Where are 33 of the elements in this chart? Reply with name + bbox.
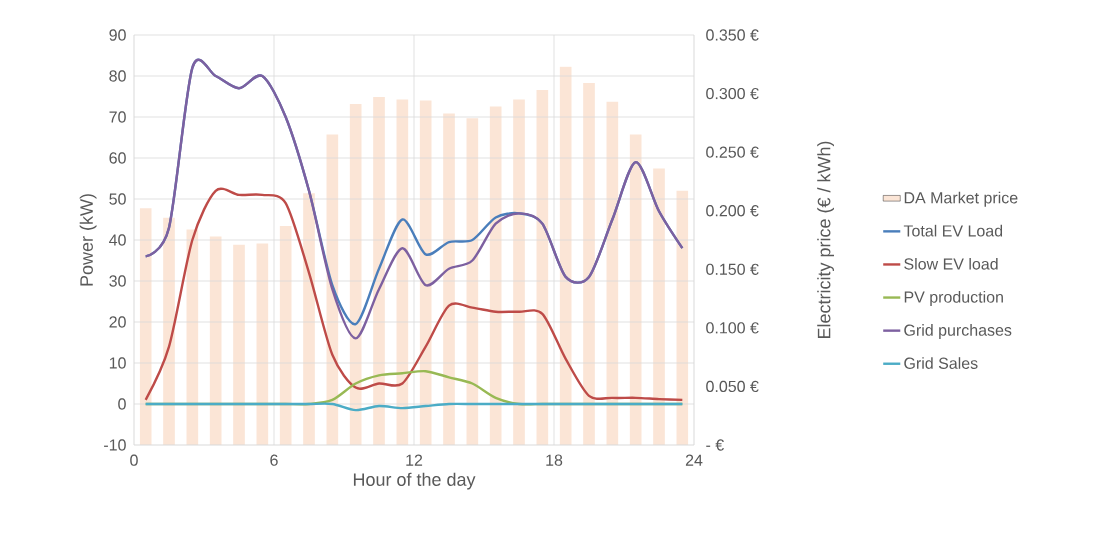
y2-tick-label: 0.050 € — [706, 380, 759, 393]
y2-tick-label: 0.350 € — [706, 29, 759, 41]
y-tick-label: 30 — [109, 275, 126, 287]
legend-label: DA Market price — [904, 191, 1018, 207]
y-tick-label: -10 — [104, 439, 126, 451]
legend-label: Grid purchases — [904, 324, 1012, 340]
y2-tick-label: - € — [706, 439, 724, 451]
legend-label: Total EV Load — [903, 224, 1003, 237]
y-tick-label: 40 — [109, 234, 126, 246]
x-tick-label: 0 — [130, 454, 138, 466]
y2-tick-label: 0.100 € — [706, 322, 759, 334]
legend-label: Grid Sales — [904, 357, 978, 369]
y-tick-label: 0 — [118, 398, 126, 410]
x-tick-label: 24 — [685, 454, 703, 466]
y-tick-label: 20 — [109, 316, 126, 328]
y-tick-label: 80 — [109, 70, 126, 82]
x-tick-label: 12 — [406, 454, 423, 466]
y-tick-label: 90 — [109, 29, 126, 41]
y-tick-label: 10 — [109, 357, 126, 369]
y2-tick-label: 0.150 € — [706, 263, 759, 275]
x-axis-title: Hour of the day — [353, 472, 476, 490]
y2-tick-label: 0.250 € — [706, 146, 759, 158]
y-tick-label: 50 — [109, 193, 126, 205]
y2-tick-label: 0.200 € — [706, 205, 759, 217]
y-tick-label: 70 — [109, 111, 126, 123]
y2-axis-title: Electricity price (€ / kWh) — [817, 141, 834, 339]
y-axis-title: Power (kW) — [79, 194, 97, 286]
x-tick-label: 6 — [270, 454, 278, 466]
y2-tick-label: 0.300 € — [706, 87, 759, 100]
y-tick-label: 60 — [109, 152, 126, 164]
legend-label: PV production — [904, 291, 1003, 306]
legend-label: Slow EV load — [904, 257, 998, 270]
x-tick-label: 18 — [546, 454, 563, 466]
